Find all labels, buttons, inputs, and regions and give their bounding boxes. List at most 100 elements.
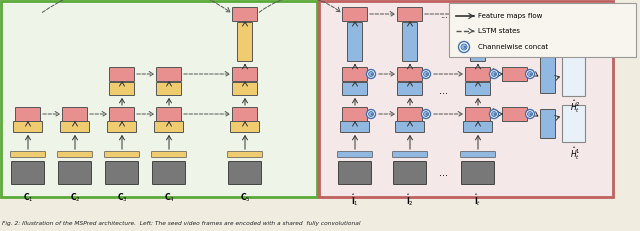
Text: $\mathbf{C}_5$: $\mathbf{C}_5$ [240,192,250,204]
FancyBboxPatch shape [12,161,45,185]
Circle shape [424,72,428,76]
Text: $\hat{H}_t^2$: $\hat{H}_t^2$ [570,98,580,115]
FancyBboxPatch shape [230,122,259,133]
FancyBboxPatch shape [339,161,371,185]
FancyBboxPatch shape [397,82,422,95]
FancyBboxPatch shape [502,107,527,122]
Text: Feature maps flow: Feature maps flow [478,13,542,19]
Text: ×: × [492,72,496,77]
FancyBboxPatch shape [397,7,422,21]
Circle shape [367,109,376,119]
FancyBboxPatch shape [13,122,42,133]
Text: $\hat{\mathbf{I}}_1$: $\hat{\mathbf{I}}_1$ [351,192,359,208]
Text: $\mathbf{C}_4$: $\mathbf{C}_4$ [164,192,174,204]
FancyBboxPatch shape [232,82,257,95]
FancyBboxPatch shape [237,22,253,61]
FancyBboxPatch shape [154,122,184,133]
FancyBboxPatch shape [109,82,134,95]
FancyBboxPatch shape [541,109,556,139]
FancyBboxPatch shape [465,82,490,95]
Text: ×: × [369,72,373,77]
FancyBboxPatch shape [232,67,257,82]
Circle shape [492,112,497,116]
Text: Fig. 2: Illustration of the MSPred architecture.  Left: The seed video frames ar: Fig. 2: Illustration of the MSPred archi… [2,222,360,227]
FancyBboxPatch shape [10,152,45,158]
Circle shape [458,42,470,52]
FancyBboxPatch shape [106,161,138,185]
Text: $\hat{\mathbf{I}}_t$: $\hat{\mathbf{I}}_t$ [474,192,482,208]
FancyBboxPatch shape [319,1,613,197]
FancyBboxPatch shape [348,22,362,61]
FancyBboxPatch shape [63,107,88,122]
FancyBboxPatch shape [397,67,422,82]
FancyBboxPatch shape [470,22,486,61]
Circle shape [461,44,467,50]
FancyBboxPatch shape [58,152,93,158]
Circle shape [527,112,532,116]
Text: $\hat{\mathbf{I}}_2$: $\hat{\mathbf{I}}_2$ [406,192,414,208]
FancyBboxPatch shape [403,22,417,61]
Circle shape [490,70,499,79]
Text: ×: × [424,72,428,77]
FancyBboxPatch shape [1,1,317,197]
FancyBboxPatch shape [463,122,493,133]
FancyBboxPatch shape [104,152,140,158]
FancyBboxPatch shape [461,152,495,158]
Text: ×: × [369,112,373,117]
FancyBboxPatch shape [152,152,186,158]
FancyBboxPatch shape [157,107,182,122]
FancyBboxPatch shape [465,67,490,82]
Text: ...: ... [440,168,449,178]
FancyBboxPatch shape [563,106,586,143]
FancyBboxPatch shape [108,122,136,133]
FancyBboxPatch shape [58,161,92,185]
Circle shape [369,112,374,116]
Text: ×: × [462,45,466,50]
FancyBboxPatch shape [157,82,182,95]
FancyBboxPatch shape [228,161,262,185]
FancyBboxPatch shape [15,107,40,122]
FancyBboxPatch shape [109,67,134,82]
FancyBboxPatch shape [109,107,134,122]
Text: ...: ... [440,86,449,96]
FancyBboxPatch shape [461,161,495,185]
Circle shape [367,70,376,79]
Text: ×: × [424,112,428,117]
Text: ×: × [528,72,532,77]
FancyBboxPatch shape [397,107,422,122]
Circle shape [525,109,534,119]
FancyBboxPatch shape [157,67,182,82]
FancyBboxPatch shape [342,82,367,95]
FancyBboxPatch shape [449,3,636,57]
FancyBboxPatch shape [152,161,186,185]
FancyBboxPatch shape [342,67,367,82]
Text: $\mathbf{C}_3$: $\mathbf{C}_3$ [116,192,127,204]
FancyBboxPatch shape [227,152,262,158]
FancyBboxPatch shape [232,107,257,122]
FancyBboxPatch shape [232,7,257,21]
FancyBboxPatch shape [465,7,490,21]
FancyBboxPatch shape [342,7,367,21]
FancyBboxPatch shape [337,152,372,158]
Circle shape [492,72,497,76]
Text: LSTM states: LSTM states [478,28,520,34]
FancyBboxPatch shape [342,107,367,122]
FancyBboxPatch shape [541,58,556,94]
Circle shape [527,72,532,76]
Circle shape [525,70,534,79]
Text: $\mathbf{C}_2$: $\mathbf{C}_2$ [70,192,80,204]
Text: $\mathbf{C}_1$: $\mathbf{C}_1$ [23,192,33,204]
FancyBboxPatch shape [465,107,490,122]
Text: ×: × [492,112,496,117]
Text: Channelwise concat: Channelwise concat [478,44,548,50]
Circle shape [490,109,499,119]
Circle shape [369,72,374,76]
Text: ...: ... [440,12,448,21]
FancyBboxPatch shape [563,54,586,97]
FancyBboxPatch shape [394,161,426,185]
Text: $\hat{H}_t^1$: $\hat{H}_t^1$ [570,145,580,162]
Circle shape [422,109,431,119]
FancyBboxPatch shape [392,152,428,158]
Circle shape [422,70,431,79]
Text: ×: × [528,112,532,117]
